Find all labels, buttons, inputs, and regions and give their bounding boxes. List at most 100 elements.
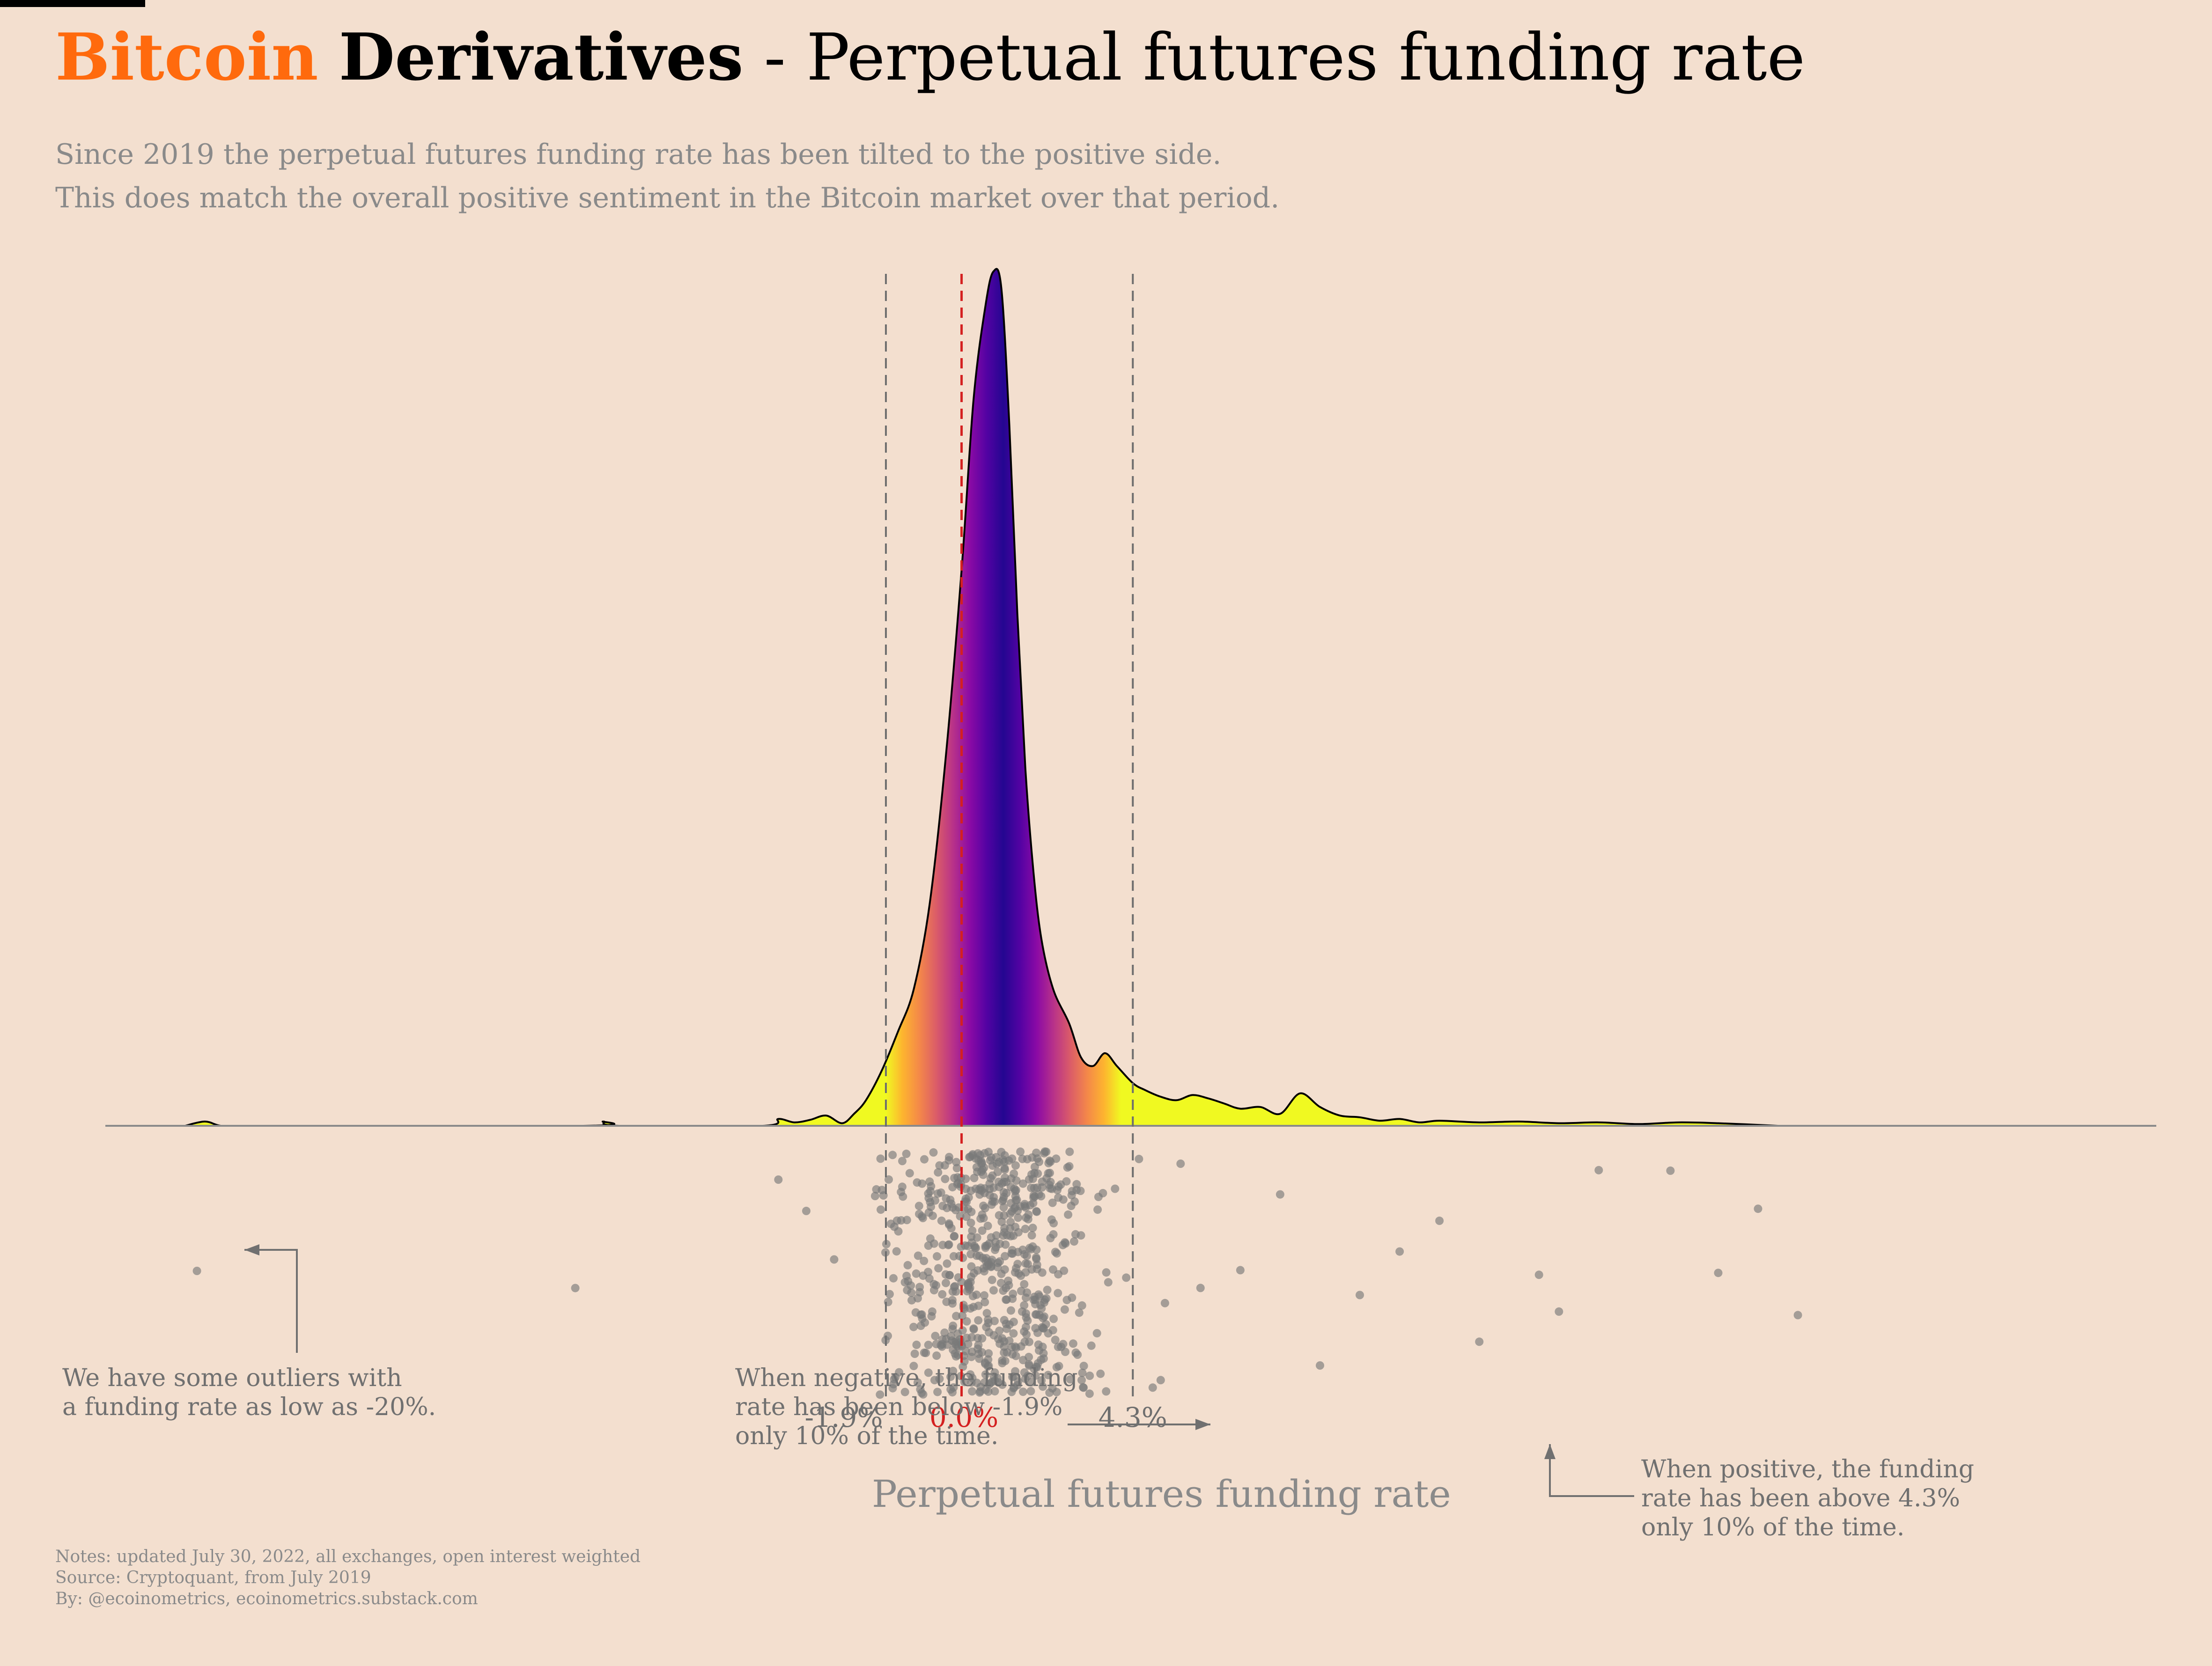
- scatter-point: [1018, 1179, 1027, 1188]
- scatter-point: [1027, 1231, 1036, 1240]
- scatter-point: [924, 1268, 933, 1277]
- annotation-outliers-line-2: a funding rate as low as -20%.: [62, 1393, 436, 1421]
- scatter-point: [966, 1370, 975, 1379]
- scatter-point: [1009, 1329, 1018, 1338]
- scatter-point: [1035, 1346, 1043, 1355]
- scatter-point: [980, 1149, 989, 1158]
- scatter-point: [1001, 1173, 1009, 1182]
- scatter-point: [990, 1368, 999, 1377]
- scatter-point: [905, 1169, 914, 1178]
- scatter-point: [1021, 1225, 1030, 1233]
- scatter-point: [967, 1347, 976, 1356]
- annotation-positive-line-2: rate has been above 4.3%: [1641, 1484, 1961, 1512]
- scatter-point: [830, 1255, 839, 1264]
- scatter-point: [1007, 1306, 1015, 1315]
- scatter-point: [976, 1156, 985, 1165]
- scatter-point: [978, 1226, 987, 1235]
- scatter-point: [989, 1183, 998, 1192]
- scatter-point: [914, 1294, 922, 1303]
- scatter-point: [1066, 1375, 1075, 1384]
- scatter-point: [913, 1378, 922, 1387]
- scatter-point: [1196, 1284, 1205, 1292]
- scatter-point: [990, 1387, 999, 1396]
- footer-by: By: @ecoinometrics, ecoinometrics.substa…: [55, 1589, 478, 1608]
- scatter-point: [916, 1321, 925, 1330]
- scatter-point: [944, 1240, 953, 1249]
- scatter-point: [909, 1362, 918, 1371]
- scatter-point: [1078, 1368, 1087, 1377]
- scatter-point: [1000, 1265, 1009, 1274]
- scatter-point: [571, 1284, 580, 1292]
- scatter-point: [949, 1321, 958, 1330]
- scatter-point: [941, 1174, 950, 1183]
- scatter-point: [1004, 1277, 1013, 1285]
- scatter-point: [1040, 1149, 1048, 1158]
- scatter-point: [975, 1388, 984, 1397]
- scatter-point: [986, 1156, 995, 1165]
- scatter-point: [885, 1290, 894, 1299]
- scatter-point: [980, 1184, 989, 1193]
- scatter-point: [1594, 1166, 1603, 1174]
- scatter-point: [924, 1241, 933, 1250]
- scatter-point: [1793, 1311, 1802, 1320]
- scatter-point: [957, 1277, 966, 1286]
- scatter-point: [1072, 1180, 1081, 1189]
- subtitle-line-1: Since 2019 the perpetual futures funding…: [55, 138, 1222, 171]
- scatter-point: [920, 1256, 929, 1265]
- scatter-point: [997, 1218, 1006, 1226]
- scatter-point: [968, 1150, 977, 1159]
- scatter-point: [978, 1210, 987, 1219]
- scatter-point: [1054, 1343, 1062, 1351]
- scatter-point: [888, 1384, 897, 1393]
- scatter-point: [934, 1264, 943, 1273]
- scatter-point: [991, 1243, 1000, 1252]
- scatter-point: [945, 1152, 953, 1161]
- annotation-negative-line-2: rate has been below -1.9%: [735, 1393, 1063, 1421]
- scatter-point: [1011, 1342, 1019, 1351]
- scatter-point: [1666, 1166, 1675, 1175]
- scatter-point: [912, 1269, 921, 1278]
- scatter-point: [909, 1322, 918, 1331]
- scatter-point: [925, 1177, 934, 1186]
- annotation-outliers-line-1: We have some outliers with: [62, 1364, 402, 1392]
- scatter-point: [900, 1387, 909, 1396]
- scatter-point: [929, 1286, 938, 1295]
- scatter-point: [1035, 1158, 1044, 1167]
- scatter-point: [974, 1316, 983, 1325]
- scatter-point: [1049, 1230, 1058, 1239]
- scatter-point: [1077, 1301, 1086, 1310]
- scatter-point: [1032, 1265, 1041, 1274]
- scatter-point: [964, 1281, 973, 1290]
- scatter-point: [943, 1259, 951, 1268]
- scatter-point: [968, 1292, 977, 1300]
- scatter-point: [1020, 1368, 1029, 1377]
- scatter-point: [1054, 1270, 1063, 1279]
- scatter-point: [1111, 1184, 1120, 1193]
- scatter-point: [1046, 1157, 1055, 1166]
- scatter-point: [890, 1375, 899, 1384]
- scatter-point: [988, 1171, 997, 1180]
- scatter-point: [1022, 1309, 1030, 1318]
- scatter-point: [968, 1387, 977, 1396]
- scatter-point: [1024, 1215, 1032, 1224]
- scatter-point: [1054, 1289, 1062, 1298]
- scatter-point: [1012, 1196, 1021, 1204]
- scatter-point: [1016, 1147, 1025, 1156]
- scatter-point: [959, 1254, 967, 1262]
- scatter-point: [1395, 1247, 1404, 1256]
- scatter-point: [1011, 1367, 1020, 1376]
- scatter-point: [981, 1243, 990, 1252]
- scatter-point: [922, 1349, 930, 1358]
- scatter-point: [984, 1361, 993, 1370]
- scatter-point: [948, 1296, 957, 1305]
- scatter-point: [967, 1262, 976, 1271]
- scatter-point: [894, 1227, 903, 1236]
- scatter-point: [1000, 1224, 1009, 1233]
- scatter-point: [1102, 1387, 1111, 1396]
- annotation-outliers: We have some outliers with a funding rat…: [62, 1364, 436, 1422]
- scatter-point: [1070, 1197, 1079, 1206]
- scatter-point: [1102, 1268, 1111, 1277]
- scatter-point: [945, 1271, 954, 1280]
- scatter-point: [889, 1274, 898, 1283]
- scatter-point: [1276, 1190, 1284, 1199]
